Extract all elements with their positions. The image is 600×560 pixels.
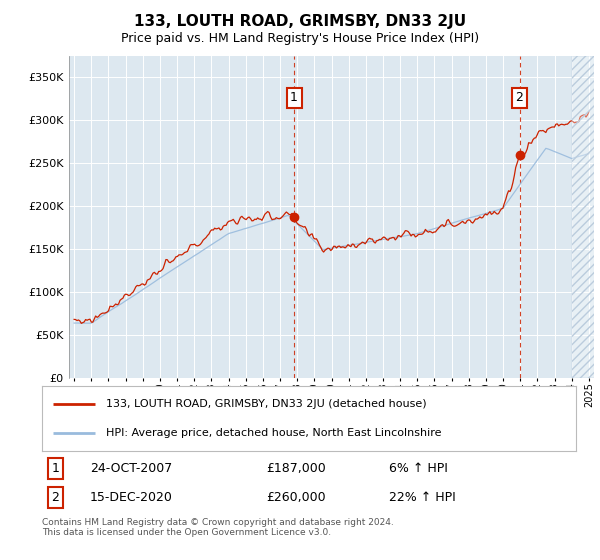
Text: Price paid vs. HM Land Registry's House Price Index (HPI): Price paid vs. HM Land Registry's House … (121, 32, 479, 45)
Text: £187,000: £187,000 (266, 462, 326, 475)
Text: 1: 1 (290, 91, 298, 104)
Text: 15-DEC-2020: 15-DEC-2020 (90, 491, 173, 504)
Text: 24-OCT-2007: 24-OCT-2007 (90, 462, 172, 475)
Text: 133, LOUTH ROAD, GRIMSBY, DN33 2JU: 133, LOUTH ROAD, GRIMSBY, DN33 2JU (134, 14, 466, 29)
Text: Contains HM Land Registry data © Crown copyright and database right 2024.
This d: Contains HM Land Registry data © Crown c… (42, 518, 394, 538)
Text: 1: 1 (52, 462, 59, 475)
Text: 6% ↑ HPI: 6% ↑ HPI (389, 462, 448, 475)
Text: 133, LOUTH ROAD, GRIMSBY, DN33 2JU (detached house): 133, LOUTH ROAD, GRIMSBY, DN33 2JU (deta… (106, 399, 427, 409)
Text: 22% ↑ HPI: 22% ↑ HPI (389, 491, 456, 504)
Text: £260,000: £260,000 (266, 491, 326, 504)
Text: HPI: Average price, detached house, North East Lincolnshire: HPI: Average price, detached house, Nort… (106, 428, 442, 438)
Text: 2: 2 (52, 491, 59, 504)
Text: 2: 2 (515, 91, 523, 104)
